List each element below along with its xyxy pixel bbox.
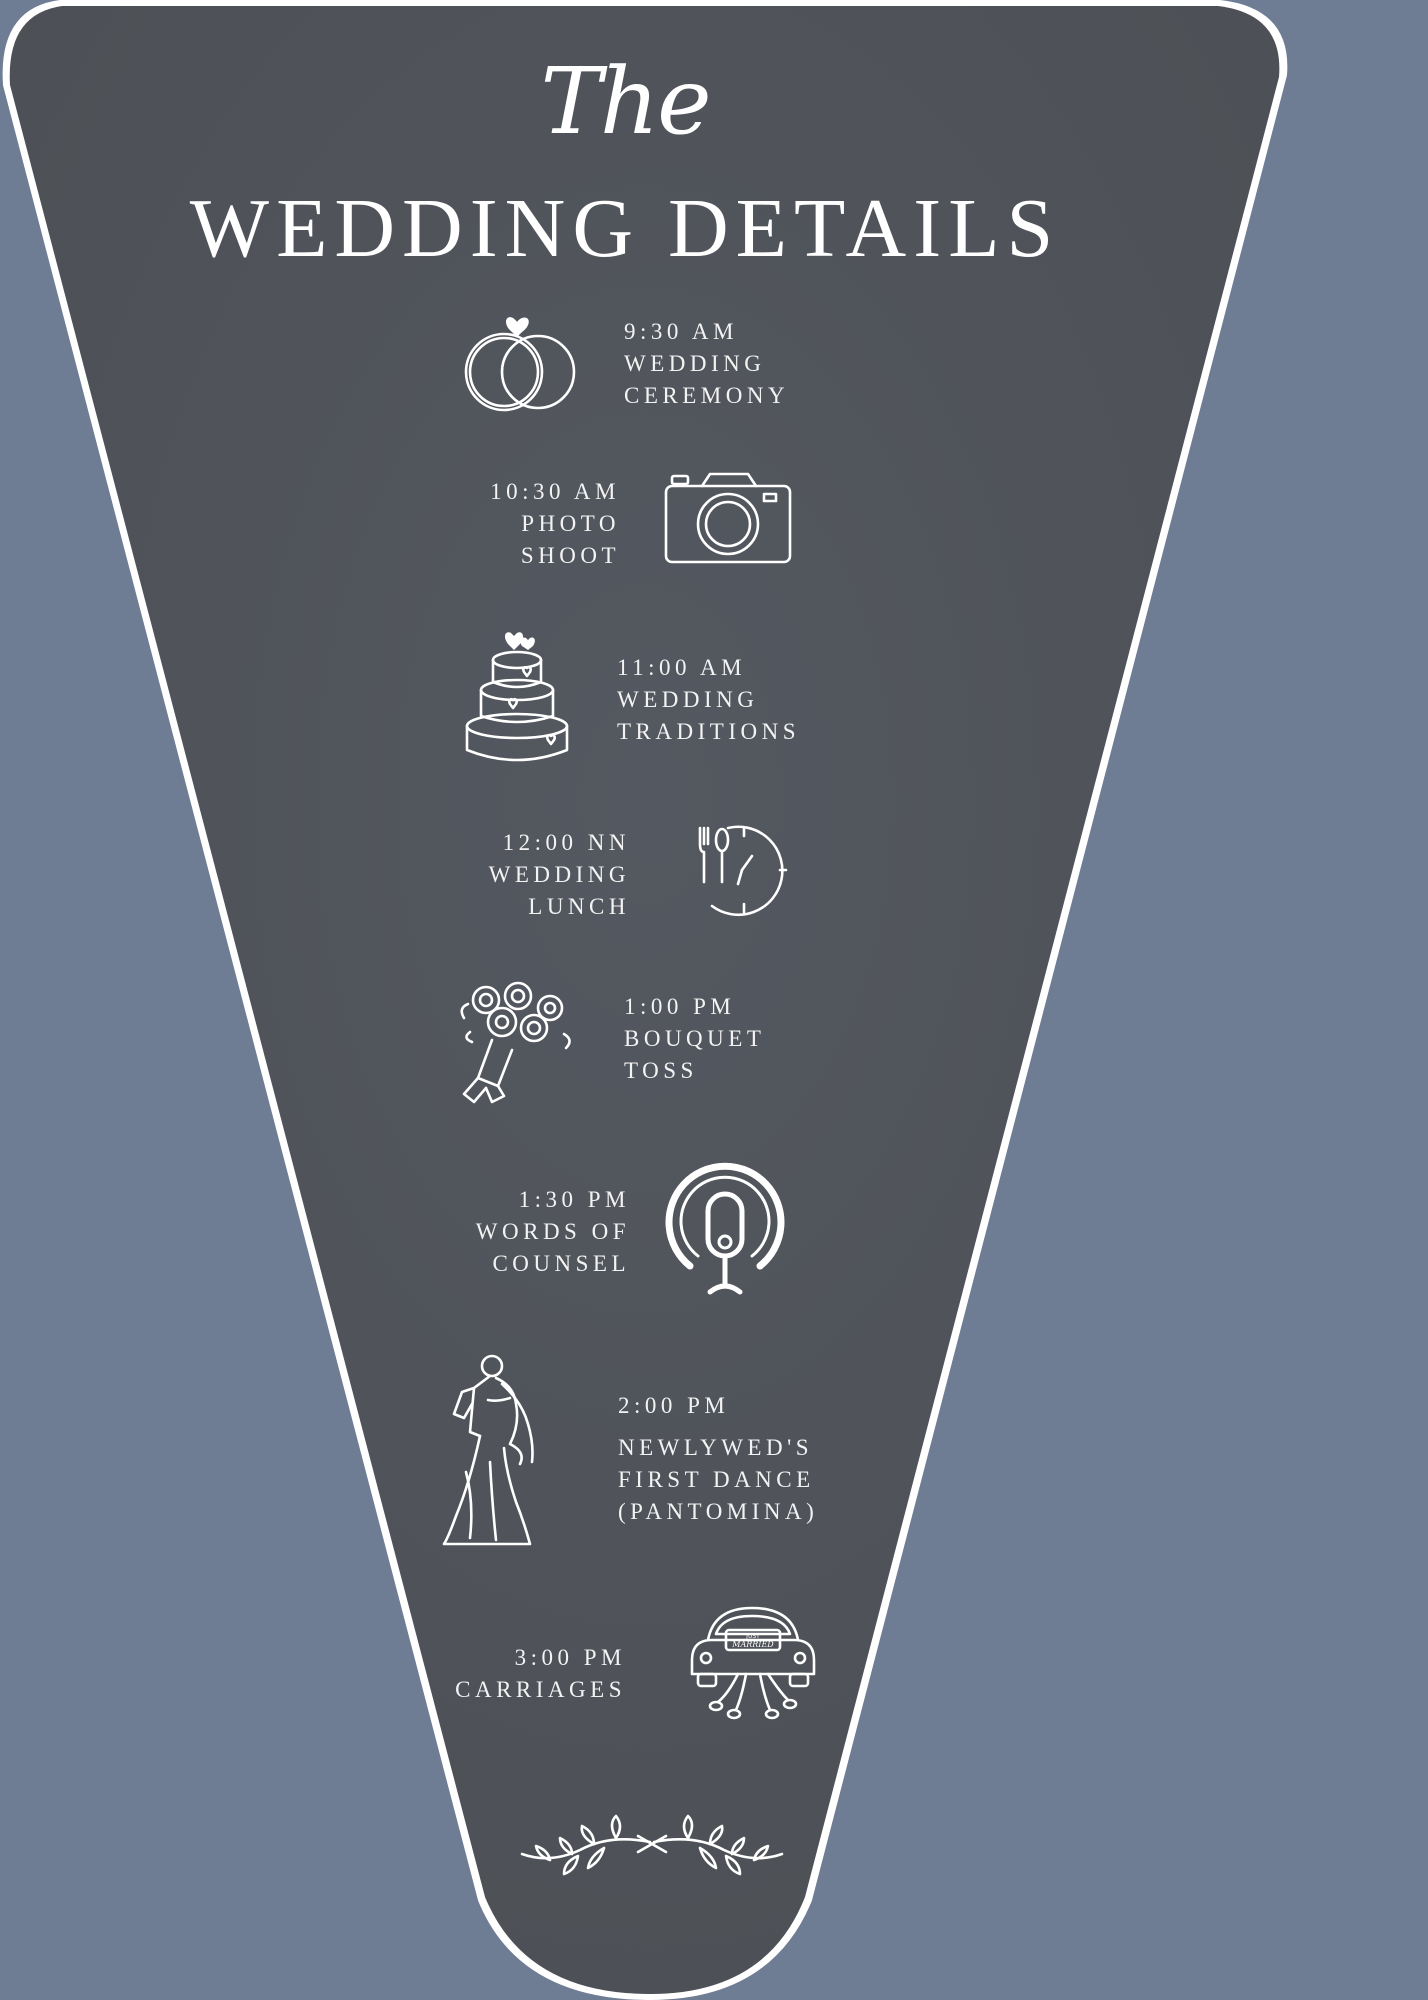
event-lunch: 12:00 NN WEDDING LUNCH bbox=[390, 827, 630, 923]
event-label: CEREMONY bbox=[624, 383, 790, 408]
event-label: WEDDING bbox=[624, 351, 766, 376]
svg-text:JUST: JUST bbox=[745, 1633, 760, 1640]
fan-fill bbox=[9, 6, 1280, 1994]
event-label: BOUQUET bbox=[624, 1026, 766, 1051]
camera-icon bbox=[664, 472, 792, 564]
event-label: WEDDING bbox=[488, 862, 630, 887]
event-time: 12:00 NN bbox=[502, 830, 630, 855]
cake-icon bbox=[464, 630, 570, 766]
event-carriages: 3:00 PM CARRIAGES bbox=[390, 1642, 626, 1706]
bouquet-icon bbox=[456, 978, 578, 1108]
event-time: 10:30 AM bbox=[490, 479, 620, 504]
event-ceremony: 9:30 AM WEDDING CEREMONY bbox=[624, 316, 789, 412]
microphone-icon bbox=[664, 1162, 786, 1300]
event-time: 11:00 AM bbox=[617, 655, 747, 680]
event-label: LUNCH bbox=[528, 894, 630, 919]
event-time: 9:30 AM bbox=[624, 319, 738, 344]
event-first-dance: 2:00 PM NEWLYWED'S FIRST DANCE (PANTOMIN… bbox=[618, 1390, 818, 1528]
event-traditions: 11:00 AM WEDDING TRADITIONS bbox=[617, 652, 800, 748]
event-time: 2:00 PM bbox=[618, 1393, 730, 1418]
event-label: TOSS bbox=[624, 1058, 698, 1083]
just-married-car-icon: JUST MARRIED bbox=[688, 1604, 818, 1722]
event-label: NEWLYWED'S bbox=[618, 1435, 814, 1460]
event-label: WEDDING bbox=[617, 687, 759, 712]
page-title: WEDDING DETAILS bbox=[189, 182, 1061, 275]
event-time: 1:00 PM bbox=[624, 994, 736, 1019]
event-label: COUNSEL bbox=[492, 1251, 630, 1276]
event-label: SHOOT bbox=[520, 543, 620, 568]
rings-icon bbox=[462, 310, 582, 415]
event-label: CARRIAGES bbox=[455, 1677, 626, 1702]
event-bouquet-toss: 1:00 PM BOUQUET TOSS bbox=[624, 991, 765, 1087]
event-label: TRADITIONS bbox=[617, 719, 800, 744]
dancing-couple-icon bbox=[440, 1352, 554, 1548]
title-script: The bbox=[540, 48, 711, 155]
event-time: 3:00 PM bbox=[514, 1645, 626, 1670]
event-time: 1:30 PM bbox=[518, 1187, 630, 1212]
laurel-divider-icon bbox=[520, 1814, 784, 1876]
svg-text:MARRIED: MARRIED bbox=[731, 1640, 774, 1649]
event-label: FIRST DANCE bbox=[618, 1467, 815, 1492]
lunch-clock-icon bbox=[692, 822, 792, 918]
event-label: (PANTOMINA) bbox=[618, 1499, 819, 1524]
event-photo-shoot: 10:30 AM PHOTO SHOOT bbox=[380, 476, 620, 572]
event-words-of-counsel: 1:30 PM WORDS OF COUNSEL bbox=[390, 1184, 630, 1280]
event-label: PHOTO bbox=[521, 511, 620, 536]
event-label: WORDS OF bbox=[475, 1219, 630, 1244]
